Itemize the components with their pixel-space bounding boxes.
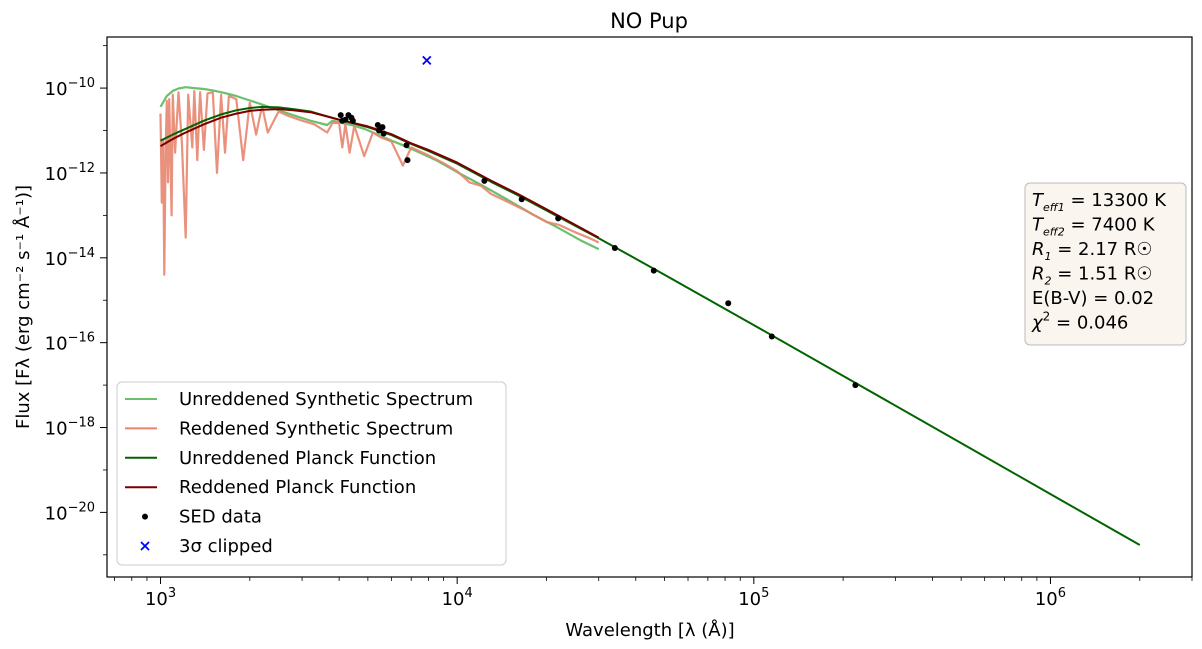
y-tick-label: 10−12 <box>45 161 95 185</box>
legend-swatch <box>142 513 148 520</box>
x-tick-label: 106 <box>1035 586 1066 610</box>
params-box-frame <box>1024 182 1187 346</box>
sed-data-point <box>374 121 381 128</box>
y-tick-label: 10−14 <box>45 246 95 270</box>
sed-data-point <box>768 333 775 340</box>
sed-data-point <box>379 124 386 131</box>
sed-data-point <box>650 267 657 274</box>
sed-data-point <box>342 116 349 123</box>
param-line: Teff1 = 13300 K <box>1032 190 1167 214</box>
y-axis-label: Flux [Fλ (erg cm⁻² s⁻¹ Å⁻¹)] <box>12 185 34 429</box>
sed-data-point <box>481 177 488 184</box>
sed-data-point <box>852 382 859 389</box>
sed-data-point <box>555 215 562 222</box>
legend-label: Unreddened Synthetic Spectrum <box>179 389 473 410</box>
legend-label: 3σ clipped <box>179 536 273 557</box>
param-line: Teff2 = 7400 K <box>1032 215 1156 239</box>
sed-data-point <box>380 130 387 137</box>
sed-data-point <box>403 142 410 149</box>
sed-data-point <box>725 300 732 307</box>
legend-label: SED data <box>179 507 262 528</box>
sed-data-point <box>404 157 411 164</box>
unreddened-synthetic-spectrum-line <box>159 86 600 251</box>
y-tick-label: 10−16 <box>45 331 95 355</box>
legend-swatch <box>140 541 150 551</box>
legend-label: Reddened Planck Function <box>179 477 416 498</box>
y-tick-label: 10−20 <box>45 500 95 524</box>
legend-label: Unreddened Planck Function <box>179 448 436 469</box>
legend-label: Reddened Synthetic Spectrum <box>179 418 453 439</box>
sed-data-point <box>518 196 525 203</box>
sed-data-point <box>611 245 618 252</box>
legend: Unreddened Synthetic Spectrum Reddened Sy… <box>116 381 507 566</box>
y-tick-label: 10−18 <box>45 416 95 440</box>
sed-data-point <box>349 117 356 124</box>
x-axis-label: Wavelength [λ (Å)] <box>565 619 734 641</box>
param-line: R2 = 1.51 R☉ <box>1032 264 1152 288</box>
param-line: R1 = 2.17 R☉ <box>1032 239 1152 263</box>
x-tick-label: 104 <box>442 586 473 610</box>
x-tick-label: 103 <box>145 586 176 610</box>
sed-data-point <box>337 112 344 119</box>
param-line: χ2 = 0.046 <box>1031 310 1128 334</box>
reddened-synthetic-spectrum-line <box>159 89 600 276</box>
legend-frame <box>116 381 507 566</box>
x-tick-label: 105 <box>738 586 769 610</box>
reddened-planck-function-line <box>160 108 600 239</box>
chart-title: NO Pup <box>610 9 688 33</box>
clipped-point <box>422 55 432 66</box>
plot-frame <box>106 36 1193 578</box>
param-line: E(B-V) = 0.02 <box>1032 288 1154 309</box>
y-tick-label: 10−10 <box>45 76 95 100</box>
